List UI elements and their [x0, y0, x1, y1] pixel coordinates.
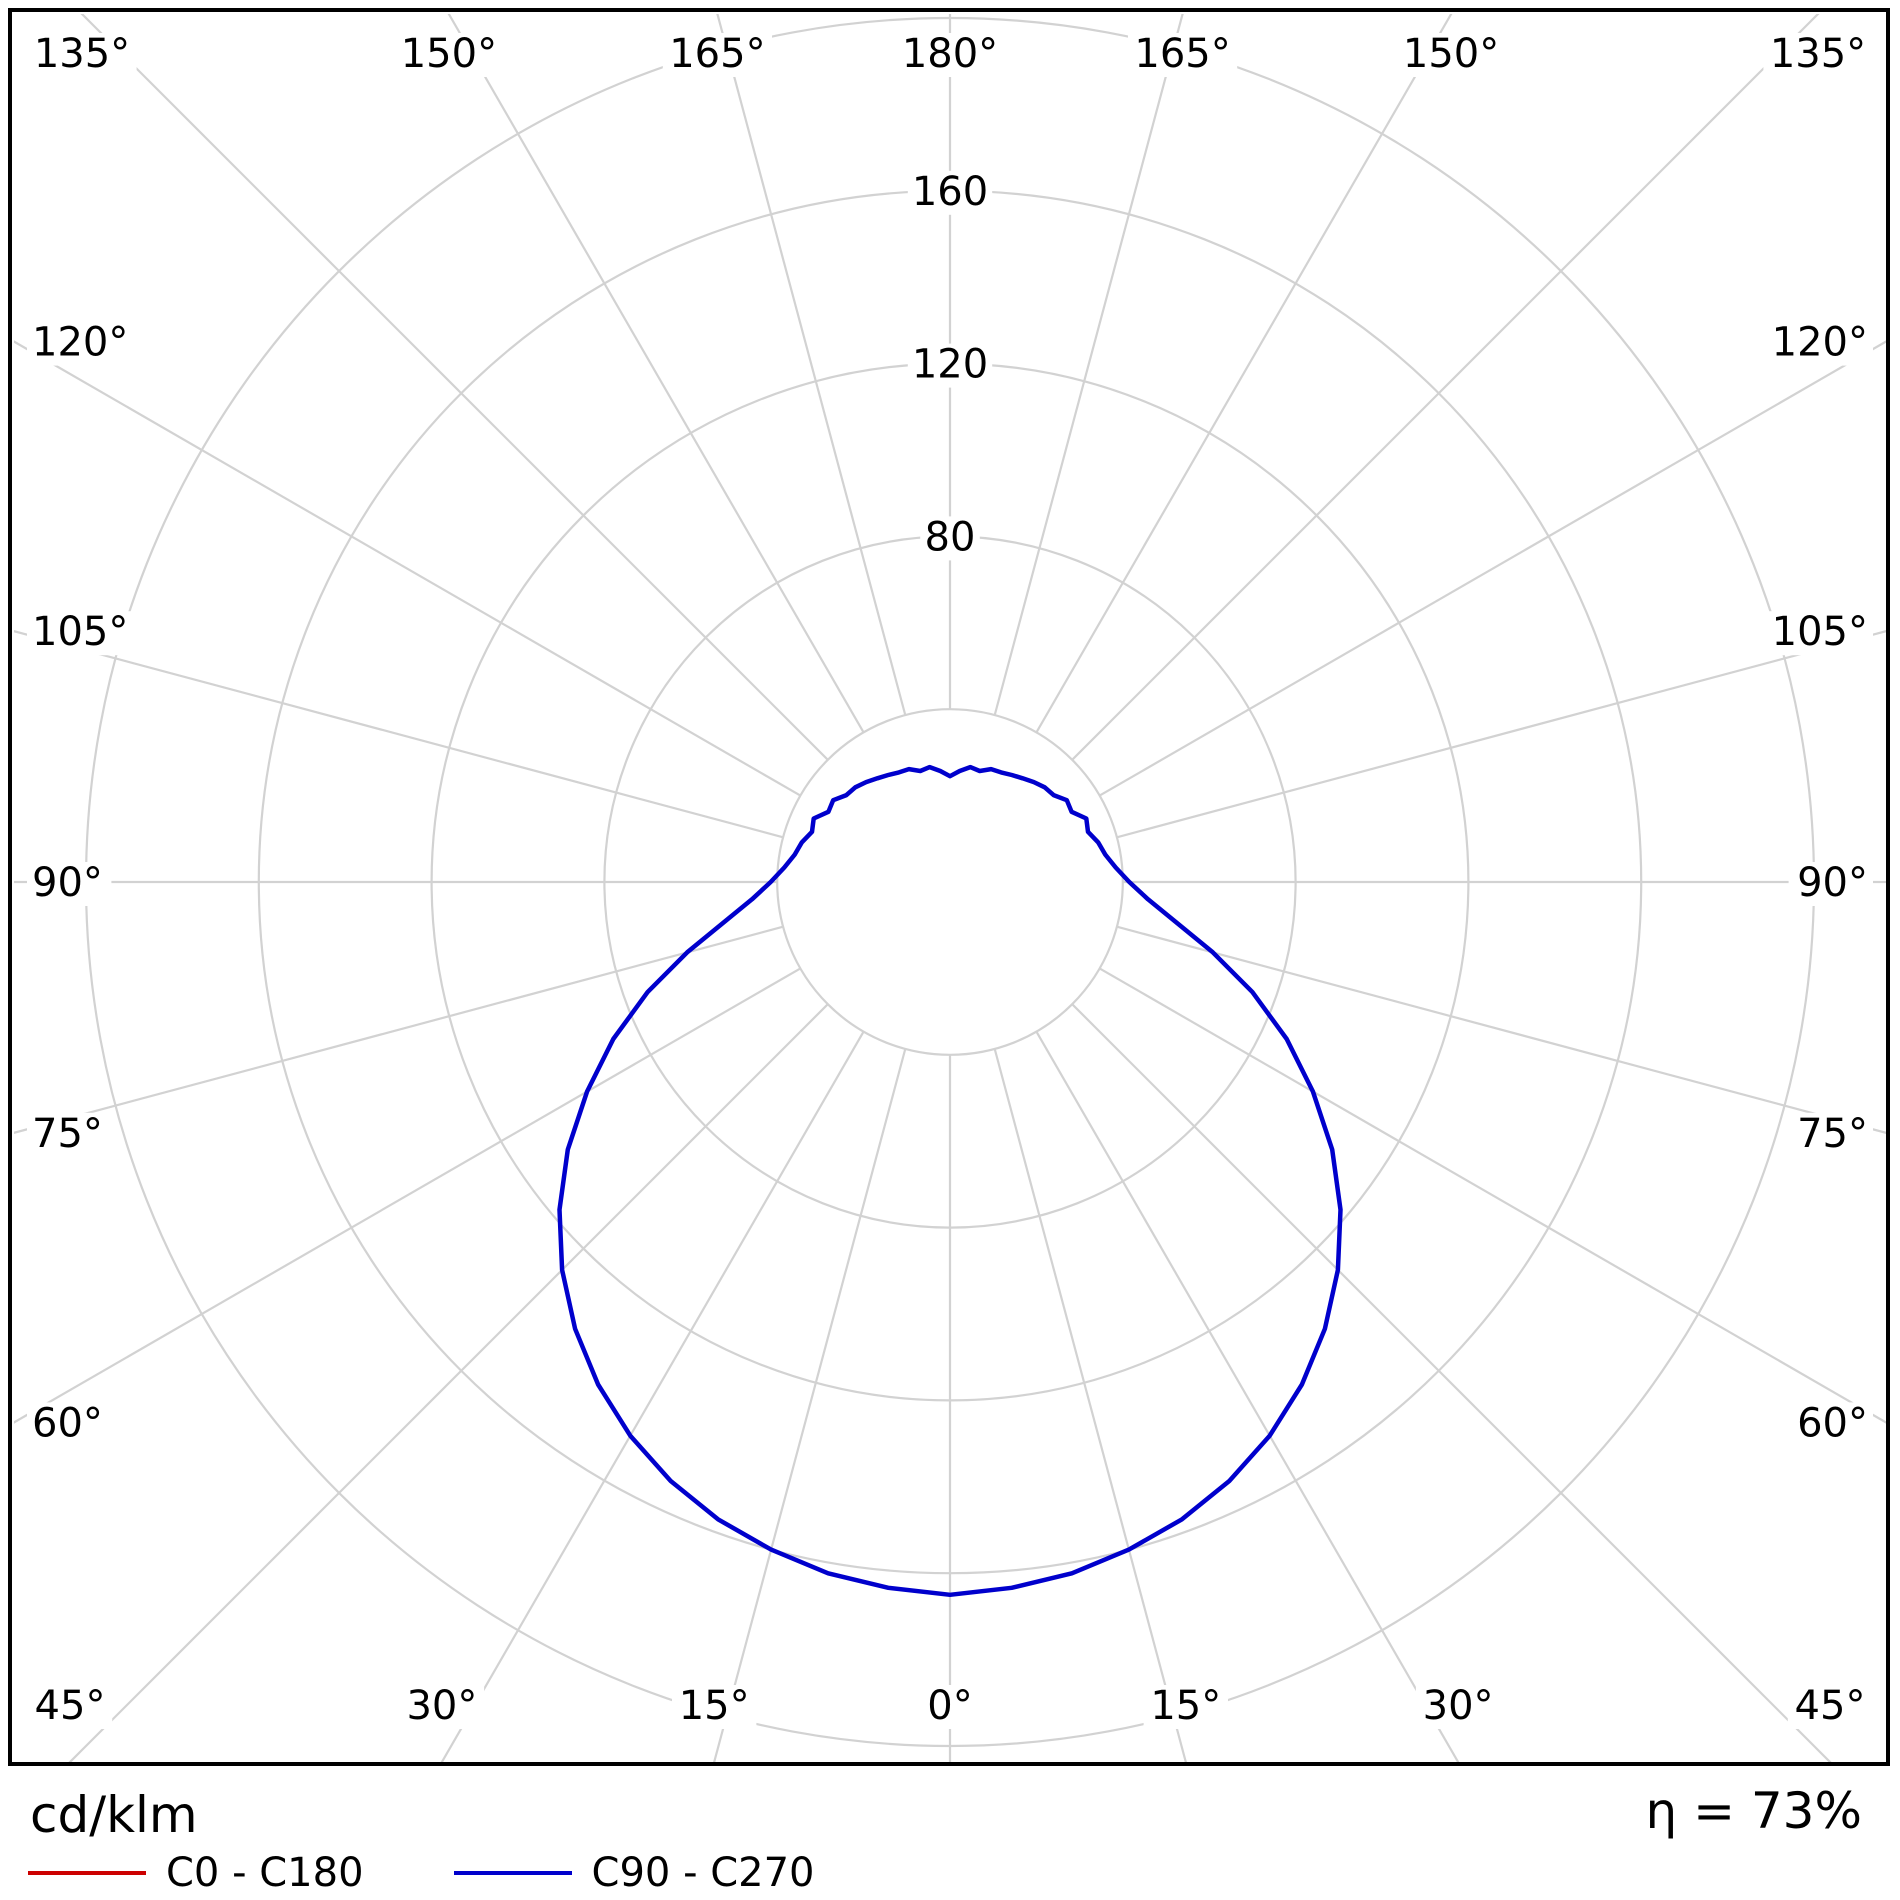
label-backing: [1128, 33, 1238, 77]
chart-label: 45°: [35, 1683, 106, 1729]
grid-ray: [713, 1048, 907, 1762]
label-backing: [394, 33, 504, 77]
chart-label: 160: [912, 169, 988, 215]
grid-ray: [14, 340, 801, 797]
chart-label: 60°: [1797, 1400, 1868, 1446]
curve-c90-c270: [557, 764, 1343, 1598]
chart-label: 150°: [401, 31, 497, 77]
grid-ray: [993, 14, 1184, 716]
grid-ray: [14, 967, 801, 1424]
grid-ray: [440, 1031, 865, 1762]
polar-grid: [14, 14, 1886, 1762]
label-backing: [27, 1685, 113, 1729]
grid-ring: [776, 708, 1124, 1056]
chart-label: 15°: [679, 1683, 750, 1729]
chart-label: 120°: [1772, 320, 1868, 366]
grid-ray: [1071, 1003, 1832, 1762]
chart-label: 60°: [32, 1400, 103, 1446]
chart-label: 30°: [406, 1683, 477, 1729]
chart-label: 105°: [32, 609, 128, 655]
grid-ray: [1116, 925, 1886, 1134]
label-backing: [1415, 1685, 1501, 1729]
label-backing: [27, 1402, 112, 1447]
grid-ray: [993, 1048, 1187, 1762]
grid-ray: [1116, 630, 1886, 839]
chart-label: 75°: [32, 1111, 103, 1157]
label-backing: [1788, 1402, 1873, 1447]
label-backing: [1788, 862, 1873, 906]
label-backing: [662, 33, 772, 77]
chart-label: 15°: [1150, 1683, 1221, 1729]
grid-ray: [1071, 14, 1820, 761]
chart-label: 45°: [1795, 1683, 1866, 1729]
chart-label: 90°: [1797, 860, 1868, 906]
chart-label: 0°: [927, 1683, 972, 1729]
chart-label: 120: [912, 342, 988, 388]
grid-ray: [1035, 1031, 1460, 1762]
label-backing: [399, 1685, 485, 1729]
grid-ray: [1035, 14, 1453, 733]
legend-label-c0-c180: C0 - C180: [166, 1850, 364, 1896]
legend-label-c90-c270: C90 - C270: [591, 1850, 815, 1896]
legend-item-c90-c270: C90 - C270: [453, 1850, 815, 1896]
angle-labels: 0° 15° 15° 30° 30° 45° 45° 60° 60° 75° 75° 90° 90° 10…: [27, 31, 1873, 1729]
label-backing: [1396, 33, 1506, 77]
chart-legend: C0 - C180 C90 - C270: [28, 1850, 815, 1896]
label-backing: [27, 611, 137, 656]
label-backing: [27, 1112, 112, 1157]
chart-label: 105°: [1772, 609, 1868, 655]
chart-label: 30°: [1423, 1683, 1494, 1729]
label-backing: [1787, 1685, 1873, 1729]
grid-ray: [1099, 340, 1886, 797]
grid-ray: [14, 925, 784, 1134]
chart-label: 120°: [32, 320, 128, 366]
grid-ray: [716, 14, 907, 716]
units-label: cd/klm: [30, 1786, 198, 1844]
label-backing: [907, 343, 993, 388]
label-backing: [907, 170, 993, 215]
label-backing: [1763, 321, 1873, 366]
grid-ray: [1099, 967, 1886, 1424]
legend-item-c0-c180: C0 - C180: [28, 1850, 364, 1896]
label-backing: [1763, 611, 1873, 656]
distribution-curves: [557, 764, 1343, 1598]
label-backing: [920, 516, 980, 561]
grid-ray: [447, 14, 865, 733]
c90-c270-line-swatch: [453, 1871, 572, 1875]
chart-label: 80: [925, 514, 976, 560]
chart-label: 75°: [1797, 1111, 1868, 1157]
grid-ray: [68, 1003, 829, 1762]
label-backing: [1788, 1112, 1873, 1157]
chart-frame: [8, 8, 1890, 1766]
c0-c180-line-swatch: [28, 1871, 146, 1875]
label-backing: [27, 862, 112, 906]
chart-label: 165°: [1134, 31, 1230, 77]
chart-label: 150°: [1403, 31, 1499, 77]
chart-label: 135°: [34, 31, 130, 77]
grid-ray: [80, 14, 829, 761]
label-backing: [920, 1685, 980, 1729]
label-backing: [672, 1685, 757, 1729]
grid-ray: [14, 630, 784, 839]
label-backing: [27, 33, 137, 77]
label-backing: [27, 321, 137, 366]
label-backing: [895, 33, 1005, 77]
chart-label: 135°: [1770, 31, 1866, 77]
chart-label: 90°: [32, 860, 103, 906]
efficiency-value: η = 73%: [1645, 1782, 1862, 1840]
polar-photometric-chart: 80 120 160 0° 15° 15° 30° 30° 45° 45° 60° 60° 75° 75°…: [8, 8, 1890, 1766]
label-backing: [1763, 33, 1873, 77]
chart-label: 165°: [669, 31, 765, 77]
chart-label: 180°: [902, 31, 998, 77]
radial-tick-labels: 80 120 160: [907, 169, 993, 561]
label-backing: [1143, 1685, 1228, 1729]
